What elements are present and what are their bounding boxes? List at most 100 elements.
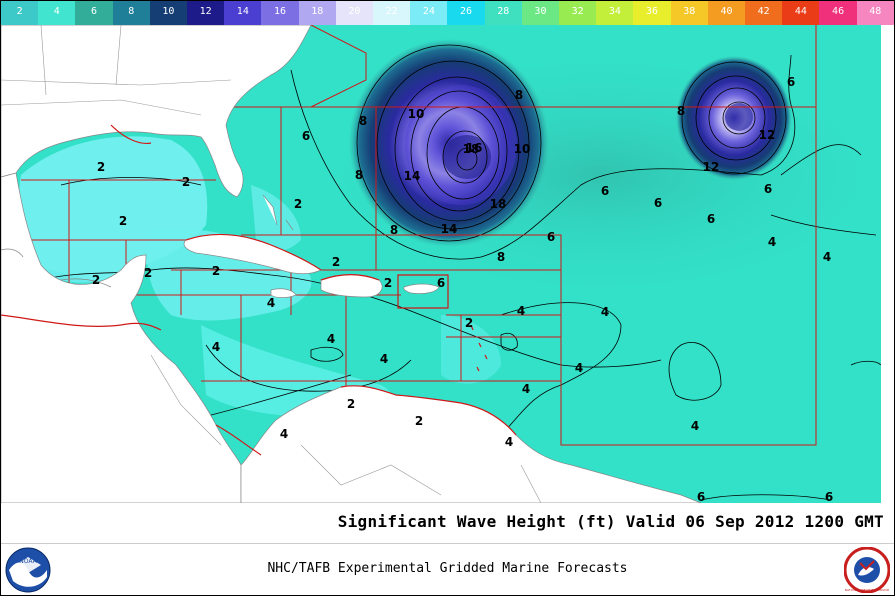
noaa-logo-text: NOAA	[19, 558, 37, 565]
contour-label: 4	[522, 382, 530, 396]
contour-label: 2	[92, 273, 100, 287]
legend-label: 16	[274, 6, 287, 17]
contour-label: 6	[437, 276, 445, 290]
puerto-rico-island	[403, 283, 440, 294]
wave-height-map: 2 2 2 2 2 2 2 2 2 2 2 2 4 4 4 4 4 4 4 4 4 4 4 4 4 6 6 6 6 6 6 6 6 6 6 8 8 8 8 8…	[1, 25, 881, 503]
contour-label: 2	[144, 266, 152, 280]
contour-label: 8	[355, 168, 363, 182]
legend-swatch: 44	[782, 1, 820, 25]
legend-label: 6	[90, 6, 98, 17]
legend-swatch: 4	[38, 1, 76, 25]
legend-label: 40	[720, 6, 733, 17]
map-right-margin	[881, 25, 894, 503]
contour-label: 14	[404, 169, 421, 183]
legend-swatch: 46	[819, 1, 857, 25]
contour-label: 12	[703, 160, 720, 174]
contour-label: 4	[212, 340, 220, 354]
legend-swatch: 24	[410, 1, 448, 25]
contour-label: 10	[408, 107, 425, 121]
contour-label: 6	[707, 212, 715, 226]
contour-label: 2	[294, 197, 302, 211]
legend-label: 38	[683, 6, 696, 17]
jamaica-island	[270, 288, 297, 298]
contour-label: 2	[347, 397, 355, 411]
caption-area: Significant Wave Height (ft) Valid 06 Se…	[1, 503, 894, 543]
north-america-land	[1, 25, 312, 198]
contour-label: 2	[384, 276, 392, 290]
contour-label: 8	[677, 104, 685, 118]
nws-logo-text: NATIONAL WEATHER SERVICE	[845, 588, 890, 592]
noaa-logo-icon: NOAA	[5, 547, 51, 593]
legend-swatch: 34	[596, 1, 634, 25]
contour-label: 6	[697, 490, 705, 503]
legend-swatch: 20	[335, 1, 374, 25]
contour-label: 2	[212, 264, 220, 278]
legend-label: 28	[497, 6, 510, 17]
legend-label: 42	[757, 6, 770, 17]
legend-label: 30	[534, 6, 547, 17]
legend-swatch: 2	[1, 1, 39, 25]
legend-swatch: 14	[224, 1, 262, 25]
legend-swatch: 18	[298, 1, 336, 25]
contour-label: 2	[415, 414, 423, 428]
contour-label: 4	[601, 305, 609, 319]
contour-label: 6	[601, 184, 609, 198]
contour-label: 6	[764, 182, 772, 196]
contour-label: 8	[497, 250, 505, 264]
contour-label: 4	[691, 419, 699, 433]
contour-label: 2	[465, 316, 473, 330]
legend-swatch: 28	[484, 1, 522, 25]
contour-label: 4	[280, 427, 288, 441]
legend-swatch: 48	[856, 1, 894, 25]
contour-label: 6	[787, 75, 795, 89]
contour-label: 4	[327, 332, 335, 346]
legend-label: 20	[348, 6, 361, 17]
legend-label: 2	[16, 6, 23, 17]
legend-label: 14	[236, 6, 249, 17]
legend-label: 36	[646, 6, 659, 17]
legend-label: 26	[460, 6, 473, 17]
legend-label: 10	[162, 6, 175, 17]
legend-swatch: 30	[521, 1, 560, 25]
legend-swatch: 36	[633, 1, 671, 25]
contour-label: 6	[654, 196, 662, 210]
legend-swatch: 6	[75, 1, 113, 25]
legend-swatch: 12	[187, 1, 225, 25]
contour-label: 18	[463, 142, 480, 156]
legend-swatch: 38	[670, 1, 708, 25]
contour-label: 8	[515, 88, 523, 102]
legend-swatch: 40	[707, 1, 746, 25]
footer-caption: NHC/TAFB Experimental Gridded Marine For…	[267, 561, 628, 576]
legend-label: 12	[199, 6, 212, 17]
legend-swatch: 42	[745, 1, 783, 25]
footer-bar: NOAA NHC/TAFB Experimental Gridded Marin…	[1, 543, 894, 595]
contour-label: 18	[490, 197, 507, 211]
contour-label: 2	[332, 255, 340, 269]
contour-label: 4	[267, 296, 275, 310]
legend-label: 34	[608, 6, 621, 17]
legend-label: 4	[53, 6, 60, 17]
nws-logo-icon: NATIONAL WEATHER SERVICE	[844, 547, 890, 593]
legend-label: 48	[869, 6, 882, 17]
contour-label: 8	[390, 223, 398, 237]
legend-label: 8	[128, 6, 135, 17]
legend-swatch: 26	[447, 1, 485, 25]
legend-label: 22	[385, 6, 398, 17]
legend-label: 18	[311, 6, 324, 17]
contour-label: 6	[825, 490, 833, 503]
contour-label: 4	[380, 352, 388, 366]
contour-labels-layer: 2 2 2 2 2 2 2 2 2 2 2 2 4 4 4 4 4 4 4 4 4 4 4 4 4 6 6 6 6 6 6 6 6 6 6 8 8 8 8 8…	[92, 75, 833, 503]
contour-label: 2	[97, 160, 105, 174]
color-legend-bar: 2 4 6 8 10 12 14 16 18 20 22 24 26 28 30 32 34 36 38 40 42 44…	[1, 1, 894, 25]
contour-label: 4	[505, 435, 513, 449]
contour-label: 4	[575, 361, 583, 375]
legend-swatch: 8	[112, 1, 150, 25]
contour-label: 12	[759, 128, 776, 142]
contour-label: 6	[547, 230, 555, 244]
legend-swatch: 16	[261, 1, 299, 25]
contour-label: 16	[466, 141, 483, 155]
mexico-central-america-land	[1, 172, 242, 503]
contour-label: 4	[823, 250, 831, 264]
legend-swatch: 32	[559, 1, 597, 25]
